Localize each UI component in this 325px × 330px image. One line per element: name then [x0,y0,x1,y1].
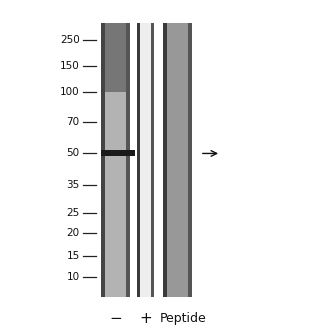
Text: Peptide: Peptide [160,312,207,325]
Bar [105,23,126,92]
Text: −: − [109,311,122,326]
Bar [101,23,105,297]
Bar [126,23,130,297]
Bar [166,23,188,297]
Bar [104,23,127,297]
Text: 150: 150 [60,61,80,71]
Text: 10: 10 [67,272,80,282]
Text: 20: 20 [67,228,80,238]
Text: 50: 50 [67,148,80,158]
Text: 25: 25 [66,208,80,218]
Bar [105,92,126,297]
Bar [101,23,130,297]
Bar [101,150,135,156]
Text: 100: 100 [60,87,80,97]
Text: 70: 70 [67,117,80,127]
Bar [162,23,167,297]
Bar [151,23,154,297]
Bar [188,23,192,297]
Bar [162,23,192,297]
Text: 15: 15 [66,251,80,261]
Text: +: + [139,311,152,326]
Bar [167,23,188,297]
Text: 250: 250 [60,35,80,45]
Bar [136,23,154,297]
Text: 35: 35 [66,180,80,190]
Bar [136,23,140,297]
